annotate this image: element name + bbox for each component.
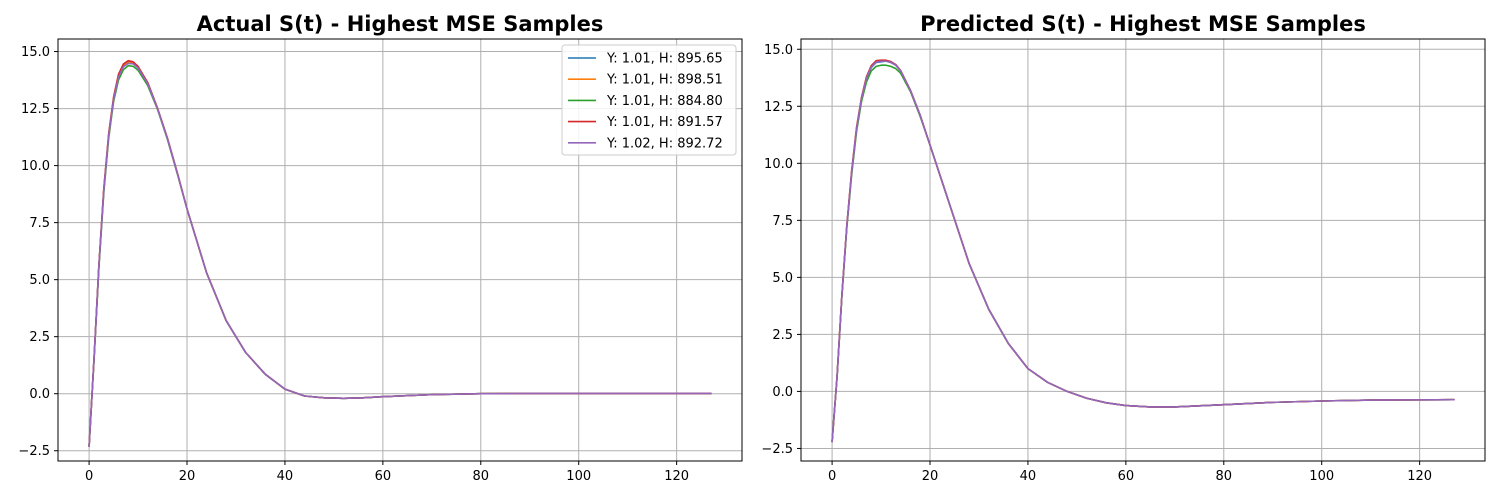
y-tick-label: 5.0 <box>772 271 793 286</box>
y-tick-label: 2.5 <box>772 328 793 343</box>
legend-label: Y: 1.01, H: 898.51 <box>606 73 723 88</box>
y-tick-label: 12.5 <box>21 102 50 117</box>
x-tick-label: 0 <box>828 469 836 484</box>
x-tick-label: 20 <box>179 469 196 484</box>
axes-frame <box>57 38 743 462</box>
x-tick-label: 40 <box>277 469 294 484</box>
y-tick-label: 2.5 <box>29 330 50 345</box>
series-line-5 <box>831 60 1455 443</box>
x-tick-label: 80 <box>1216 469 1233 484</box>
x-tick-label: 60 <box>1118 469 1135 484</box>
x-tick-label: 80 <box>473 469 490 484</box>
y-tick-label: 5.0 <box>29 273 50 288</box>
legend-label: Y: 1.02, H: 892.72 <box>606 136 723 151</box>
x-tick-label: 120 <box>664 469 689 484</box>
y-tick-label: 7.5 <box>772 214 793 229</box>
x-tick-label: 120 <box>1407 469 1432 484</box>
y-tick-label: 10.0 <box>764 157 793 172</box>
chart-title: Predicted S(t) - Highest MSE Samples <box>920 12 1366 36</box>
legend-box <box>561 44 737 156</box>
actual-chart: Actual S(t) - Highest MSE Samples 0 20 40 6… <box>18 12 743 484</box>
x-tick-label: 100 <box>566 469 591 484</box>
y-tick-label: 0.0 <box>29 387 50 402</box>
legend: Y: 1.01, H: 895.65 Y: 1.01, H: 898.51 Y: 1… <box>561 44 737 156</box>
x-tick-label: 60 <box>375 469 392 484</box>
x-tick-label: 40 <box>1020 469 1037 484</box>
y-tick-label: 0.0 <box>772 385 793 400</box>
y-tick-label: 15.0 <box>21 45 50 60</box>
x-tick-label: 20 <box>922 469 939 484</box>
x-tick-label: 0 <box>85 469 93 484</box>
y-tick-label: 15.0 <box>764 43 793 58</box>
series-line-5 <box>88 62 712 447</box>
y-tick-label: −2.5 <box>18 444 50 459</box>
predicted-chart: Predicted S(t) - Highest MSE Samples 0 20… <box>761 12 1486 484</box>
y-tick-label: 12.5 <box>764 100 793 115</box>
y-tick-label: −2.5 <box>761 442 793 457</box>
x-tick-label: 100 <box>1309 469 1334 484</box>
y-tick-label: 7.5 <box>29 216 50 231</box>
legend-label: Y: 1.01, H: 891.57 <box>606 115 723 130</box>
legend-label: Y: 1.01, H: 895.65 <box>606 52 723 67</box>
axes-frame <box>800 38 1486 462</box>
y-tick-label: 10.0 <box>21 159 50 174</box>
chart-title: Actual S(t) - Highest MSE Samples <box>197 12 604 36</box>
legend-label: Y: 1.01, H: 884.80 <box>606 94 723 109</box>
